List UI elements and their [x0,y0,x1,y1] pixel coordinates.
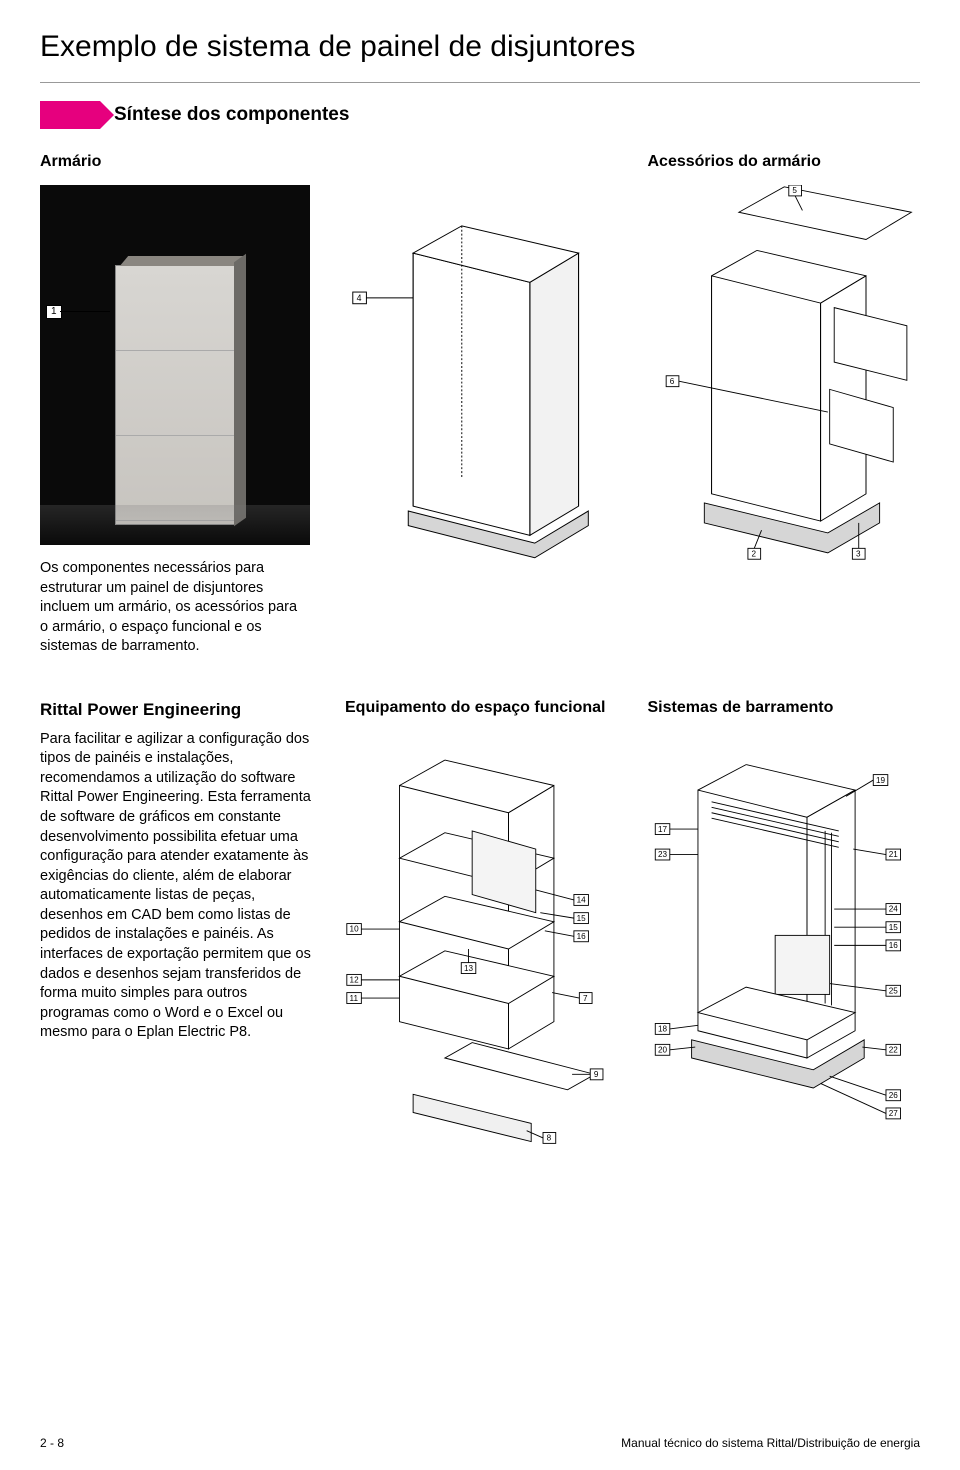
svg-text:19: 19 [875,776,885,785]
callout-12: 12 [347,974,400,985]
callout-18: 18 [655,1023,698,1034]
svg-text:11: 11 [350,994,359,1003]
busbar-diagram: 19 17 23 21 24 15 16 25 18 20 22 26 27 [648,731,921,1167]
cabinet-render [115,265,235,525]
accessory-diagram: 5 6 2 3 [648,185,921,567]
callout-5: 5 [792,186,797,195]
svg-text:25: 25 [888,986,898,995]
svg-text:16: 16 [577,932,587,941]
label-sistemas: Sistemas de barramento [648,699,921,717]
svg-text:7: 7 [583,994,588,1003]
col-equipment: Equipamento do espaço funcional [345,699,618,1172]
callout-23: 23 [655,849,698,860]
svg-text:18: 18 [657,1024,667,1033]
subtitle: Síntese dos componentes [114,104,349,126]
accent-arrow-icon [40,101,100,129]
row-top: Armário 1 Os componentes necessários par… [40,147,920,657]
svg-text:16: 16 [888,941,898,950]
callout-19: 19 [846,774,888,796]
label-frame-spacer [345,153,618,171]
col-busbar: Sistemas de barramento [648,699,921,1172]
svg-text:13: 13 [464,964,474,973]
callout-2: 2 [751,550,756,559]
svg-text:9: 9 [594,1070,599,1079]
callout-22: 22 [862,1044,900,1055]
svg-text:15: 15 [888,923,898,932]
callout-11: 11 [347,992,400,1003]
callout-24: 24 [834,903,900,914]
callout-20: 20 [655,1044,695,1055]
callout-1: 1 [46,305,62,319]
row-bottom: Rittal Power Engineering Para facilitar … [40,699,920,1172]
col-engineering-text: Rittal Power Engineering Para facilitar … [40,699,315,1172]
callout-3: 3 [856,550,861,559]
callout-25: 25 [829,983,900,996]
callout-26: 26 [829,1076,900,1101]
callout-21: 21 [853,849,900,860]
cabinet-photo: 1 [40,185,310,545]
footer-page-number: 2 - 8 [40,1436,64,1450]
svg-text:15: 15 [577,914,587,923]
callout-16: 16 [545,931,589,942]
label-equipamento: Equipamento do espaço funcional [345,699,618,717]
section2-heading: Rittal Power Engineering [40,699,315,722]
col-frame: 4 [345,147,618,657]
svg-text:14: 14 [577,895,587,904]
col-armario: Armário 1 Os componentes necessários par… [40,147,315,657]
callout-7: 7 [552,992,592,1003]
svg-text:21: 21 [888,850,898,859]
svg-text:8: 8 [547,1133,552,1142]
equipment-diagram: 10 12 11 13 14 15 16 7 9 8 [345,731,618,1167]
callout-27: 27 [820,1083,900,1118]
label-acessorios: Acessórios do armário [648,153,921,171]
svg-text:12: 12 [350,975,360,984]
col-accessories: Acessórios do armário [648,147,921,657]
label-armario: Armário [40,153,315,171]
intro-paragraph: Os componentes necessários para estrutur… [40,559,305,657]
page-footer: 2 - 8 Manual técnico do sistema Rittal/D… [40,1436,920,1450]
section2-body: Para facilitar e agilizar a configuração… [40,730,315,1043]
page-title: Exemplo de sistema de painel de disjunto… [40,30,920,83]
svg-text:27: 27 [888,1109,898,1118]
svg-text:24: 24 [888,905,898,914]
svg-text:26: 26 [888,1091,898,1100]
frame-diagram: 4 [345,185,618,574]
footer-doc-title: Manual técnico do sistema Rittal/Distrib… [621,1436,920,1450]
svg-text:23: 23 [657,850,667,859]
callout-16b: 16 [834,940,900,951]
svg-text:20: 20 [657,1045,667,1054]
svg-text:10: 10 [350,925,360,934]
subtitle-row: Síntese dos componentes [40,101,920,129]
callout-10: 10 [347,923,400,934]
callout-4: 4 [357,293,362,303]
svg-text:17: 17 [657,825,667,834]
callout-6: 6 [669,377,674,386]
callout-15b: 15 [834,922,900,933]
callout-14: 14 [536,890,589,905]
svg-text:22: 22 [888,1045,898,1054]
callout-17: 17 [655,823,698,834]
